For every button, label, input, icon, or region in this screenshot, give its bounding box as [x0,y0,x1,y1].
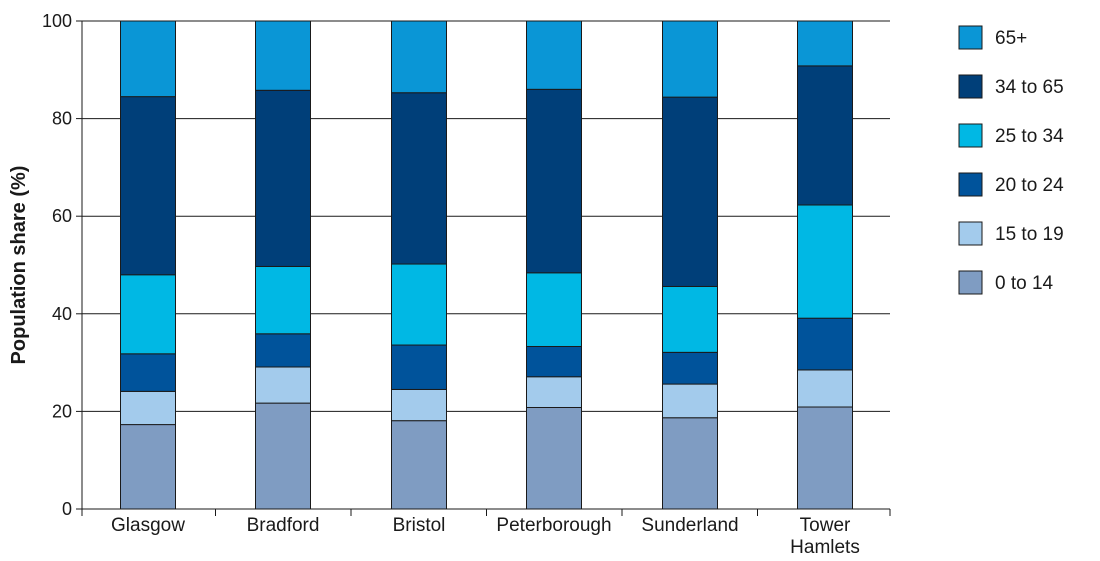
legend-label: 25 to 34 [995,126,1064,147]
bar-segment [526,406,582,510]
bar-segment [120,353,176,392]
x-tick-label: Glasgow [111,515,185,536]
bar-segment [662,417,718,510]
x-tick-label: Bradford [247,515,320,536]
y-tick-label: 60 [52,206,72,226]
bar-segment [797,204,853,319]
bar-segment [255,265,311,335]
bar-segment [526,345,582,378]
bar-segment [797,317,853,371]
bar-segment [526,20,582,90]
legend-swatch [958,74,983,99]
axes: 0 20 40 60 80 100 Glasgow Bradford Bristol Peterb… [42,11,891,558]
bar-segment [797,369,853,408]
y-tick-label: 100 [42,11,72,31]
bar-segment [797,20,853,67]
legend-item: 20 to 24 [958,172,1064,197]
gridlines [82,20,890,412]
bar-segment [526,272,582,347]
bar-segment [662,285,718,353]
y-tick-label: 20 [52,401,72,421]
bar-segment [255,402,311,510]
bar-segment [255,333,311,368]
bar-segment [662,383,718,419]
x-tick-label: Bristol [393,515,446,536]
bar-segment [391,263,447,346]
bar-segment [391,92,447,265]
legend-swatch [958,172,983,197]
x-tick-label: Peterborough [496,515,611,536]
x-tick-label: Sunderland [641,515,738,536]
bar-segment [797,65,853,206]
legend-label: 0 to 14 [995,273,1054,294]
legend-item: 65+ [958,25,1027,50]
legend-label: 34 to 65 [995,77,1064,98]
legend-swatch [958,123,983,148]
legend-swatch [958,270,983,295]
bar-segment [391,20,447,94]
legend-label: 65+ [995,28,1027,49]
bar-segment [797,406,853,510]
bar-segment [255,20,311,91]
bar-segment [120,390,176,426]
legend: 65+ 34 to 65 25 to 34 20 to 24 15 to 19 0 to … [958,25,1064,295]
x-tick-label: Tower Hamlets [790,515,860,558]
bar-segment [526,88,582,274]
bar-segment [662,20,718,98]
bar-segment [255,366,311,404]
bar-segment [526,376,582,408]
bar-segment [662,96,718,287]
bar-segment [391,420,447,510]
legend-item: 25 to 34 [958,123,1064,148]
bar-segment [120,274,176,355]
legend-swatch [958,25,983,50]
legend-item: 0 to 14 [958,270,1054,295]
bar-segment [391,344,447,390]
y-tick-label: 40 [52,304,72,324]
bar-segment [120,20,176,98]
bar-segment [120,424,176,510]
bar-segment [255,89,311,267]
bar-segment [662,351,718,385]
bar-segment [120,96,176,276]
bars [120,20,853,510]
legend-label: 20 to 24 [995,175,1064,196]
y-tick-label: 80 [52,109,72,129]
legend-swatch [958,221,983,246]
y-axis-title: Population share (%) [8,166,30,365]
legend-label: 15 to 19 [995,224,1064,245]
bar-segment [391,388,447,422]
legend-item: 34 to 65 [958,74,1064,99]
y-tick-label: 0 [62,499,72,519]
legend-item: 15 to 19 [958,221,1064,246]
